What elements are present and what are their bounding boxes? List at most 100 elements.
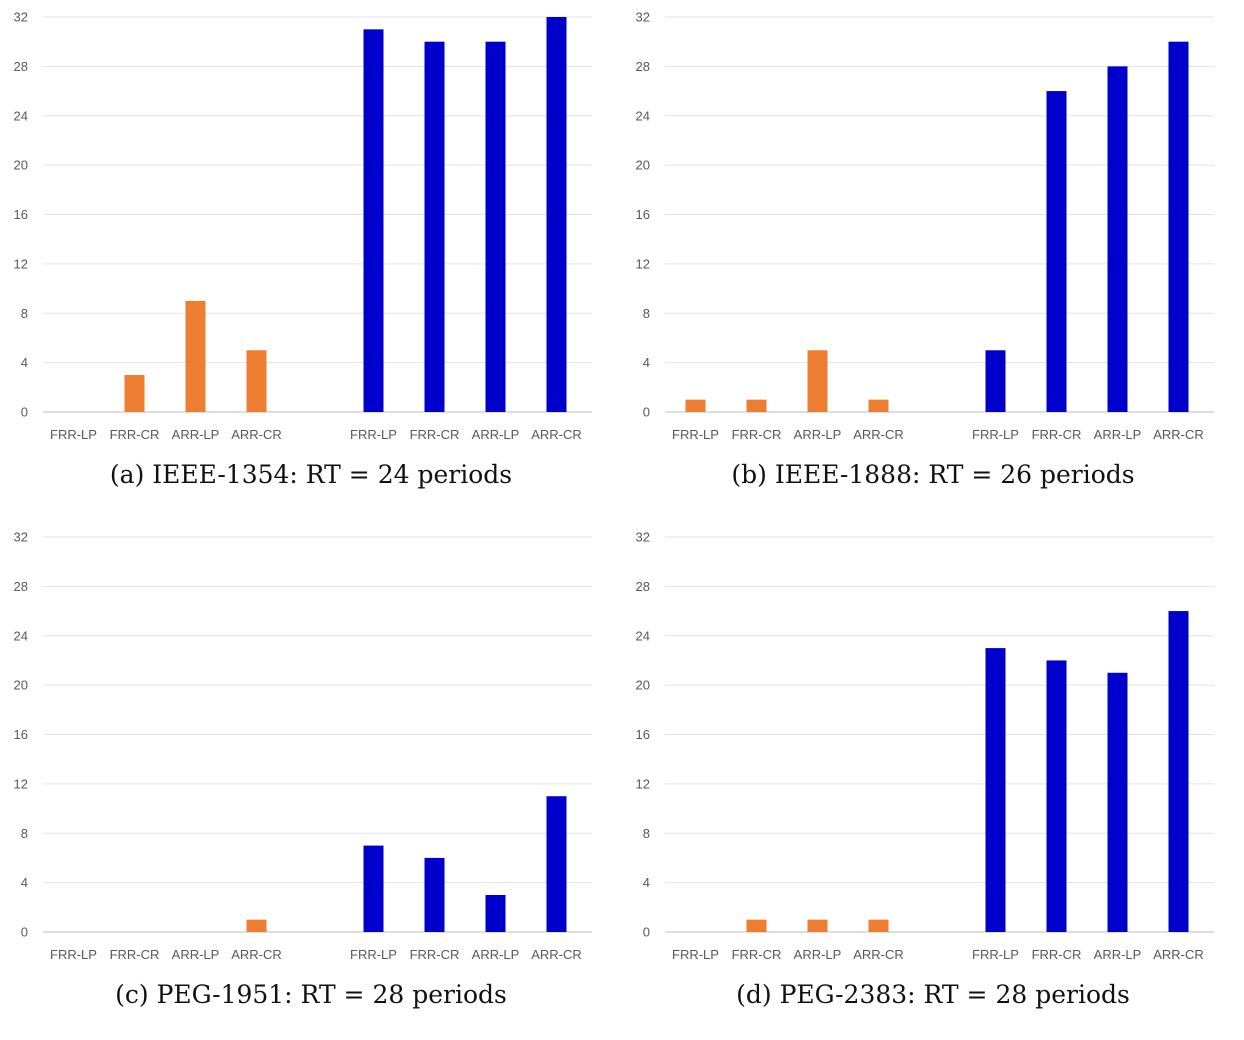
bar-chart: 0 4 8 12 16 20 24 28 32 FRR-LP FRR-CR ARR-LP ARR-CR F…	[636, 530, 1214, 962]
x-category-label: FRR-CR	[110, 947, 160, 962]
bar	[985, 648, 1006, 932]
bar	[485, 41, 506, 412]
y-tick-label: 32	[14, 10, 28, 25]
chart-panel-d: 0 4 8 12 16 20 24 28 32 FRR-LP FRR-CR ARR-LP ARR-CR F…	[622, 520, 1244, 1040]
chart-panel-b: 0 4 8 12 16 20 24 28 32 FRR-LP FRR-CR ARR-LP ARR-CR F…	[622, 0, 1244, 520]
y-tick-label: 16	[636, 207, 650, 222]
x-category-label: ARR-LP	[794, 947, 842, 962]
x-category-label: ARR-LP	[1094, 427, 1142, 442]
bar	[1046, 91, 1067, 412]
bar	[246, 919, 267, 932]
x-category-label: FRR-LP	[672, 427, 719, 442]
x-category-label: FRR-LP	[972, 427, 1019, 442]
y-tick-label: 16	[636, 727, 650, 742]
x-category-label: FRR-CR	[110, 427, 160, 442]
bar	[246, 350, 267, 412]
y-tick-label: 12	[14, 776, 28, 791]
x-category-label: ARR-CR	[853, 427, 904, 442]
y-tick-label: 8	[643, 826, 650, 841]
bar	[363, 29, 384, 412]
y-tick-label: 24	[14, 628, 28, 643]
y-tick-label: 28	[14, 579, 28, 594]
y-tick-label: 20	[14, 158, 28, 173]
bar	[485, 894, 506, 932]
y-tick-label: 16	[14, 207, 28, 222]
x-category-label: ARR-CR	[853, 947, 904, 962]
x-category-label: ARR-LP	[172, 427, 220, 442]
bar	[746, 919, 767, 932]
y-tick-label: 4	[21, 875, 28, 890]
x-category-label: ARR-LP	[472, 947, 520, 962]
bar	[424, 857, 445, 932]
y-tick-label: 0	[21, 405, 28, 420]
y-tick-label: 4	[21, 355, 28, 370]
bar	[124, 374, 145, 412]
y-tick-label: 12	[636, 256, 650, 271]
bar	[807, 350, 828, 412]
bar	[868, 919, 889, 932]
y-tick-label: 32	[636, 530, 650, 545]
chart-caption: (a) IEEE-1354: RT = 24 periods	[109, 460, 513, 489]
x-category-label: FRR-LP	[50, 427, 97, 442]
bar	[185, 300, 206, 412]
y-tick-label: 4	[643, 355, 650, 370]
x-category-label: FRR-CR	[1032, 427, 1082, 442]
bar-chart: 0 4 8 12 16 20 24 28 32 FRR-LP FRR-CR ARR-LP ARR-CR F…	[636, 10, 1214, 442]
x-category-label: FRR-CR	[410, 427, 460, 442]
x-category-label: FRR-LP	[50, 947, 97, 962]
y-tick-label: 28	[636, 59, 650, 74]
x-category-label: FRR-LP	[672, 947, 719, 962]
bar	[363, 845, 384, 932]
y-tick-label: 20	[636, 158, 650, 173]
bar	[685, 399, 706, 412]
x-category-label: ARR-CR	[1153, 427, 1204, 442]
y-tick-label: 28	[14, 59, 28, 74]
y-tick-label: 0	[21, 925, 28, 940]
bar	[424, 41, 445, 412]
x-category-label: FRR-CR	[732, 427, 782, 442]
chart-caption: (d) PEG-2383: RT = 28 periods	[736, 980, 1130, 1009]
x-category-label: FRR-LP	[350, 947, 397, 962]
x-category-label: FRR-CR	[732, 947, 782, 962]
y-tick-label: 32	[636, 10, 650, 25]
bar	[807, 919, 828, 932]
y-tick-label: 24	[14, 108, 28, 123]
x-category-label: FRR-CR	[1032, 947, 1082, 962]
y-tick-label: 12	[14, 256, 28, 271]
y-tick-label: 0	[643, 925, 650, 940]
y-tick-label: 4	[643, 875, 650, 890]
y-tick-label: 8	[21, 306, 28, 321]
chart-caption: (b) IEEE-1888: RT = 26 periods	[731, 460, 1135, 489]
y-tick-label: 24	[636, 108, 650, 123]
y-tick-label: 24	[636, 628, 650, 643]
bar	[1168, 611, 1189, 932]
x-category-label: ARR-CR	[531, 427, 582, 442]
chart-panel-c: 0 4 8 12 16 20 24 28 32 FRR-LP FRR-CR ARR-LP ARR-CR F…	[0, 520, 622, 1040]
y-tick-label: 32	[14, 530, 28, 545]
bar	[985, 350, 1006, 412]
x-category-label: ARR-CR	[231, 947, 282, 962]
chart-panel-a: 0 4 8 12 16 20 24 28 32 FRR-LP FRR-CR ARR-LP ARR-CR F…	[0, 0, 622, 520]
x-category-label: ARR-CR	[531, 947, 582, 962]
bar	[746, 399, 767, 412]
x-category-label: ARR-CR	[1153, 947, 1204, 962]
bar	[1107, 672, 1128, 932]
bar-chart: 0 4 8 12 16 20 24 28 32 FRR-LP FRR-CR ARR-LP ARR-CR F…	[14, 530, 592, 962]
x-category-label: ARR-LP	[172, 947, 220, 962]
chart-caption: (c) PEG-1951: RT = 28 periods	[115, 980, 507, 1009]
x-category-label: ARR-LP	[794, 427, 842, 442]
x-category-label: ARR-LP	[472, 427, 520, 442]
y-tick-label: 20	[636, 678, 650, 693]
y-tick-label: 8	[643, 306, 650, 321]
y-tick-label: 28	[636, 579, 650, 594]
y-tick-label: 12	[636, 776, 650, 791]
bar	[868, 399, 889, 412]
y-tick-label: 16	[14, 727, 28, 742]
x-category-label: FRR-CR	[410, 947, 460, 962]
y-tick-label: 20	[14, 678, 28, 693]
bar-chart: 0 4 8 12 16 20 24 28 32 FRR-LP FRR-CR ARR-LP ARR-CR F…	[14, 10, 592, 442]
bar	[1168, 41, 1189, 412]
bar	[1046, 660, 1067, 932]
bar	[1107, 66, 1128, 412]
y-tick-label: 0	[643, 405, 650, 420]
